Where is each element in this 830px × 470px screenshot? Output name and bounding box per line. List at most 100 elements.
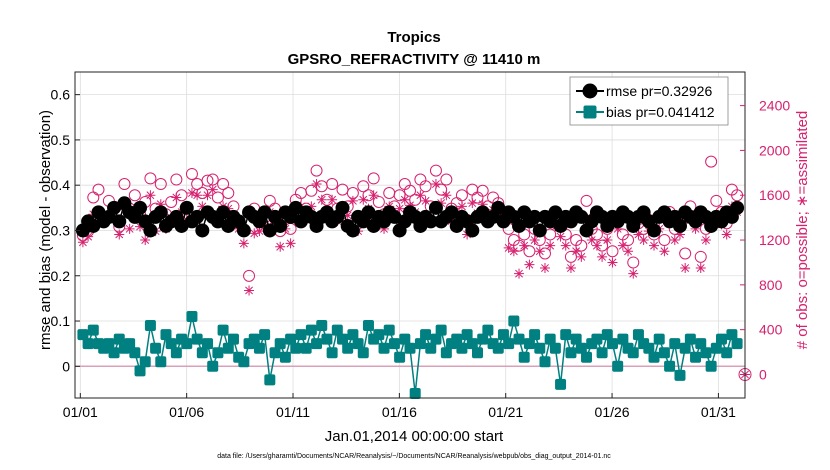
- obs-possible-point: [710, 194, 723, 207]
- x-tick-label-1: 01/06: [169, 404, 204, 420]
- rmse-point: [112, 214, 127, 229]
- obs-assimilated-point: [669, 235, 680, 246]
- bias-point: [477, 333, 489, 345]
- bias-point: [695, 338, 707, 350]
- obs-possible-point: [263, 194, 276, 207]
- bias-point: [726, 329, 738, 341]
- x-tick-label-0: 01/01: [63, 404, 98, 420]
- bias-point: [305, 324, 317, 336]
- obs-assimilated-point: [285, 238, 296, 249]
- y-tick-label-0: 0: [62, 358, 70, 374]
- obs-assimilated-point: [254, 226, 265, 237]
- obs-assimilated-point: [394, 203, 405, 214]
- obs-possible-point: [580, 194, 593, 207]
- obs-assimilated-point: [539, 263, 550, 274]
- bias-point: [207, 360, 219, 372]
- rmse-point: [647, 223, 662, 238]
- obs-assimilated-point: [275, 241, 286, 252]
- bias-point: [596, 347, 608, 359]
- y2-tick-label-6: 2400: [759, 98, 790, 114]
- bias-point: [227, 333, 239, 345]
- y2-tick-label-5: 2000: [759, 142, 790, 158]
- bias-point: [394, 351, 406, 363]
- obs-possible-point: [326, 178, 339, 191]
- y-tick-label-3: 0.3: [51, 222, 71, 238]
- bias-point: [295, 329, 307, 341]
- obs-assimilated-point: [145, 190, 156, 201]
- bias-point: [539, 356, 551, 368]
- bias-point: [259, 329, 271, 341]
- bias-point: [316, 320, 328, 332]
- obs-assimilated-point: [529, 235, 540, 246]
- obs-assimilated-point: [628, 268, 639, 279]
- obs-assimilated-point: [186, 187, 197, 198]
- y-tick-label-6: 0.6: [51, 87, 71, 103]
- bias-point: [461, 329, 473, 341]
- bias-point: [373, 329, 385, 341]
- obs-possible-point: [606, 245, 619, 258]
- bias-point: [731, 338, 743, 350]
- bias-point: [274, 338, 286, 350]
- obs-possible-point: [211, 191, 224, 204]
- rmse-point: [423, 214, 438, 229]
- bias-point: [601, 329, 613, 341]
- obs-possible-point: [705, 155, 718, 168]
- bias-point: [155, 356, 167, 368]
- bias-point: [144, 320, 156, 332]
- bias-point: [440, 347, 452, 359]
- x-axis-label: Jan.01,2014 00:00:00 start: [325, 428, 504, 445]
- bias-point: [383, 324, 395, 336]
- rmse-point: [730, 200, 745, 215]
- bias-point: [529, 329, 541, 341]
- bias-point: [632, 329, 644, 341]
- bias-point: [679, 342, 691, 354]
- x-tick-label-2: 01/11: [276, 404, 310, 420]
- obs-assimilated-point: [721, 229, 732, 240]
- obs-assimilated-point: [680, 263, 691, 274]
- obs-assimilated-point: [441, 190, 452, 201]
- obs-possible-point: [87, 191, 100, 204]
- rmse-point: [273, 218, 288, 233]
- obs-assimilated-point: [405, 200, 415, 211]
- obs-assimilated-point: [415, 190, 426, 201]
- obs-assimilated-point: [249, 228, 260, 239]
- bias-point: [269, 347, 281, 359]
- obs-possible-point: [154, 178, 167, 191]
- obs-possible-point: [201, 174, 214, 187]
- rmse-point: [532, 223, 547, 238]
- bias-point: [326, 347, 338, 359]
- x-axis-ticks: 01/01 01/06 01/11 01/16 01/21 01/26 01/31: [63, 393, 736, 420]
- bias-point: [705, 360, 717, 372]
- obs-assimilated-point: [695, 263, 706, 274]
- bias-point: [196, 347, 208, 359]
- bias-point: [617, 333, 629, 345]
- data-file-footer: data file: /Users/gharamti/Documents/NCA…: [217, 453, 611, 460]
- obs-assimilated-point: [311, 179, 322, 190]
- obs-possible-point: [419, 180, 432, 193]
- obs-possible-point: [466, 183, 479, 196]
- obs-assimilated-point: [379, 223, 390, 234]
- bias-point: [482, 324, 494, 336]
- obs-possible-point: [165, 195, 178, 208]
- x-tick-label-5: 01/26: [595, 404, 630, 420]
- obs-assimilated-point: [171, 192, 182, 203]
- obs-possible-point: [128, 189, 141, 202]
- obs-possible-point: [435, 183, 448, 196]
- rmse-point: [179, 200, 194, 215]
- bias-point: [113, 333, 125, 345]
- bias-point: [139, 356, 151, 368]
- rmse-point: [335, 200, 350, 215]
- obs-possible-point: [622, 234, 635, 247]
- obs-assimilated-point: [207, 184, 218, 195]
- bias-point: [560, 329, 572, 341]
- obs-assimilated-point: [519, 240, 530, 251]
- obs-possible-point: [118, 178, 131, 191]
- obs-possible-point: [144, 172, 157, 185]
- obs-possible-point: [92, 183, 105, 196]
- obs-possible-point: [404, 184, 416, 197]
- obs-assimilated-point: [477, 199, 488, 210]
- y2-tick-label-0: 0: [759, 366, 767, 382]
- obs-assimilated-point: [514, 268, 525, 279]
- bias-series: [77, 311, 743, 399]
